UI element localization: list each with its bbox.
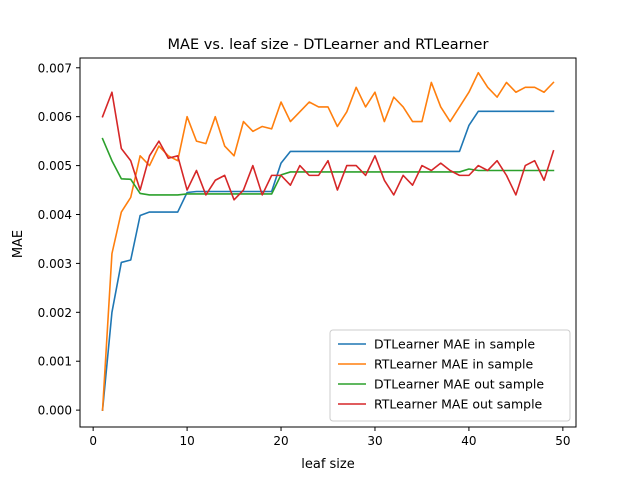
x-tick-label: 30: [367, 434, 382, 448]
y-tick-label: 0.001: [38, 355, 72, 369]
x-axis-label: leaf size: [301, 457, 355, 472]
y-tick-label: 0.006: [38, 110, 72, 124]
legend-label-3: DTLearner MAE out sample: [374, 377, 544, 392]
legend: DTLearner MAE in sample RTLearner MAE in …: [329, 329, 571, 422]
series-line-2: [101, 71, 555, 411]
axes-frame: [79, 57, 577, 428]
y-tick-label: 0.007: [38, 61, 72, 75]
x-tick-label: 10: [179, 434, 194, 448]
series-line-1: [101, 110, 555, 412]
series-line-3: [101, 137, 555, 196]
legend-label-1: DTLearner MAE in sample: [374, 337, 535, 352]
plot-area: 0 10 20 30 40 50 0.000 0.001 0.002 0.003 0.004 0.00…: [38, 57, 577, 448]
series-line-4: [101, 91, 555, 201]
y-tick-label: 0.005: [38, 159, 72, 173]
chart-title: MAE vs. leaf size - DTLearner and RTLear…: [168, 37, 489, 53]
x-tick-label: 50: [555, 434, 570, 448]
x-tick-label: 0: [89, 434, 97, 448]
y-tick-label: 0.004: [38, 208, 72, 222]
x-tick-label: 20: [273, 434, 288, 448]
y-tick-label: 0.000: [38, 404, 72, 418]
y-tick-label: 0.002: [38, 306, 72, 320]
legend-label-4: RTLearner MAE out sample: [374, 397, 543, 412]
y-axis-label: MAE: [11, 230, 26, 258]
legend-box: [329, 329, 571, 422]
legend-label-2: RTLearner MAE in sample: [374, 357, 533, 372]
x-tick-label: 40: [461, 434, 476, 448]
y-tick-label: 0.003: [38, 257, 72, 271]
